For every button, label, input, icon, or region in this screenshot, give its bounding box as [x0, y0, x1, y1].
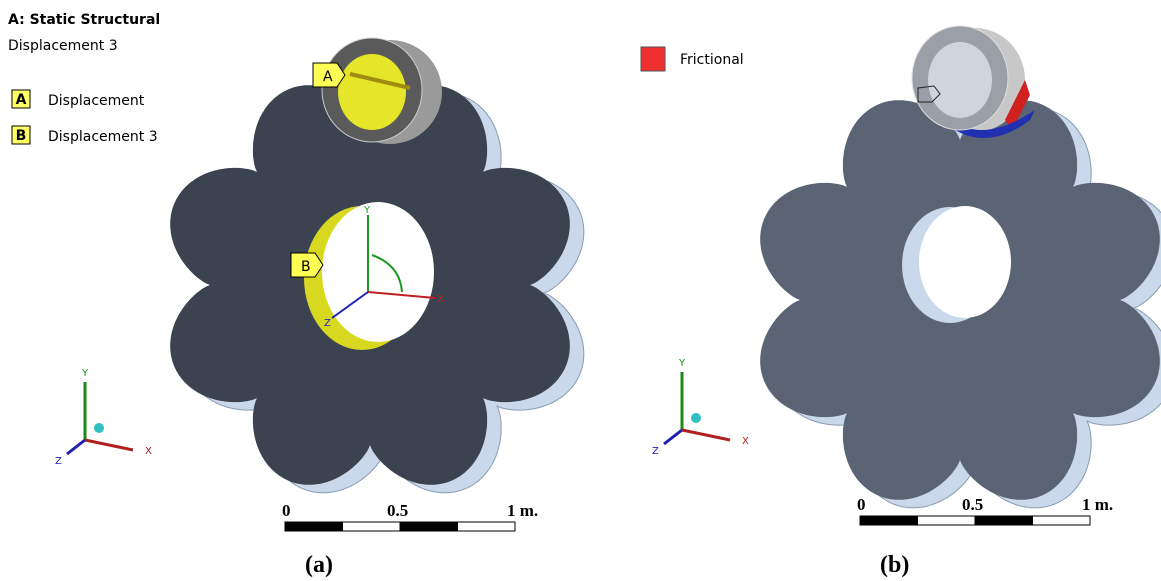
triad-x — [682, 430, 730, 440]
scale-segment — [1033, 516, 1091, 525]
scale-label: 1 m. — [507, 501, 538, 520]
triad-label: X — [145, 446, 152, 457]
scale-segment — [343, 522, 401, 531]
scale-segment — [975, 516, 1033, 525]
hole-b — [919, 206, 1011, 318]
scale-label: 0.5 — [962, 495, 983, 514]
scale-segment — [400, 522, 458, 531]
scale-segment — [458, 522, 516, 531]
triad-label: Z — [55, 456, 62, 467]
triad-label: Y — [81, 368, 89, 379]
triad-z — [67, 440, 85, 454]
title: A: Static Structural — [8, 12, 160, 28]
triad-x — [85, 440, 133, 450]
bushing-hole — [928, 42, 992, 118]
legend-label: Displacement 3 — [48, 129, 158, 145]
axis-label: Y — [363, 205, 371, 216]
scale-label: 0 — [857, 495, 866, 514]
axis-label: Z — [324, 318, 331, 329]
callout-label: A — [323, 69, 333, 85]
legend-swatch — [641, 47, 665, 71]
scale-label: 0.5 — [387, 501, 408, 520]
scale-segment — [860, 516, 918, 525]
scale-segment — [285, 522, 343, 531]
triad-label: X — [742, 436, 749, 447]
figure: A: Static Structural Displacement 3 A Di… — [0, 0, 1161, 581]
bushing-hole — [338, 54, 406, 130]
callout-label: B — [301, 259, 311, 275]
legend-key: B — [16, 128, 27, 144]
legend-label: Frictional — [680, 52, 744, 68]
scale-label: 0 — [282, 501, 291, 520]
hole-a — [322, 202, 434, 342]
scale-label: 1 m. — [1082, 495, 1113, 514]
scale-segment — [918, 516, 976, 525]
triad-ball — [691, 413, 701, 423]
legend-key: A — [16, 92, 27, 108]
axis-label: X — [437, 294, 444, 305]
caption: (a) — [305, 552, 333, 578]
triad-z — [664, 430, 682, 444]
triad-label: Y — [678, 358, 686, 369]
triad-label: Z — [652, 446, 659, 457]
triad-ball — [94, 423, 104, 433]
legend-label: Displacement — [48, 93, 145, 109]
subtitle: Displacement 3 — [8, 38, 118, 54]
caption: (b) — [880, 552, 909, 578]
